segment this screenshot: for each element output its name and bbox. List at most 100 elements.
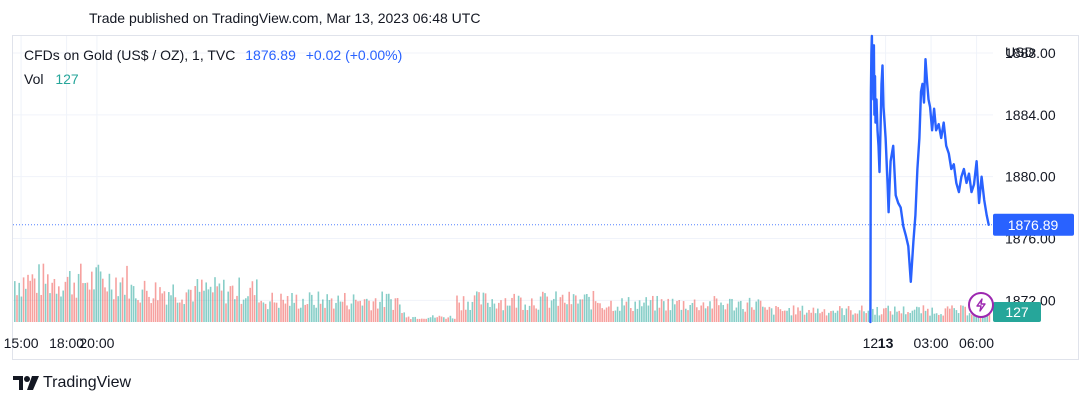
volume-bar <box>247 296 249 322</box>
volume-bar <box>544 293 546 322</box>
volume-bar <box>194 286 196 322</box>
volume-bar <box>97 264 100 322</box>
volume-bar <box>742 309 744 322</box>
volume-bar <box>275 302 278 322</box>
volume-bar <box>355 299 357 322</box>
volume-bar <box>253 295 256 322</box>
volume-bar <box>687 310 689 322</box>
volume-bar <box>192 301 194 322</box>
last-price-value: 1876.89 <box>245 47 296 63</box>
volume-bar <box>823 309 826 322</box>
volume-bar <box>300 307 302 322</box>
volume-bar <box>181 299 183 322</box>
volume-bar <box>605 307 608 322</box>
volume-bar <box>113 299 115 322</box>
volume-bar <box>858 310 861 322</box>
volume-bar <box>339 301 342 322</box>
volume-bar <box>612 310 614 322</box>
volume-bar <box>784 310 786 322</box>
volume-bar <box>907 312 909 322</box>
volume-bar <box>447 317 449 322</box>
volume-bar <box>553 298 555 322</box>
volume-bar <box>38 264 40 322</box>
volume-bar <box>955 310 958 322</box>
volume-bar <box>218 283 221 322</box>
volume-bar <box>568 291 570 322</box>
volume-bar <box>746 302 749 322</box>
volume-bar <box>788 307 790 322</box>
volume-bar <box>489 306 491 322</box>
y-tick-label: 1884.00 <box>1005 107 1056 123</box>
volume-bar <box>434 317 436 322</box>
tradingview-brand[interactable]: TradingView <box>13 374 131 392</box>
volume-bar <box>528 305 531 322</box>
volume-bar <box>44 283 47 322</box>
volume-bar <box>350 303 353 322</box>
volume-bar <box>432 315 434 322</box>
volume-bar <box>770 308 773 322</box>
flash-icon[interactable] <box>968 292 994 318</box>
volume-bar <box>49 293 51 322</box>
volume-bar <box>773 314 775 322</box>
volume-bar <box>689 305 691 322</box>
volume-bar <box>436 317 438 322</box>
volume-bar <box>931 307 933 322</box>
volume-bar <box>146 290 148 322</box>
volume-bar <box>575 295 577 322</box>
last-price-tag <box>993 213 1074 236</box>
volume-bar <box>971 314 973 322</box>
volume-bar <box>53 278 56 322</box>
volume-bar <box>344 292 346 322</box>
volume-bar <box>539 296 542 322</box>
volume-bar <box>645 297 647 322</box>
volume-bar <box>960 305 962 322</box>
volume-bar <box>440 316 443 322</box>
volume-bar <box>511 297 513 322</box>
volume-bar <box>491 299 493 322</box>
volume-bar <box>638 300 641 322</box>
volume-bar <box>779 309 782 322</box>
volume-bar <box>366 298 368 322</box>
volume-bar <box>256 279 258 322</box>
currency-label[interactable]: USD <box>1005 44 1035 60</box>
volume-bar <box>95 267 97 322</box>
volume-bar <box>755 301 757 322</box>
volume-bar <box>845 308 848 322</box>
volume-bar <box>293 302 295 322</box>
volume-bar <box>951 305 953 322</box>
volume-bar <box>586 294 588 322</box>
volume-bar <box>876 306 878 322</box>
symbol-label[interactable]: CFDs on Gold (US$ / OZ), 1, TVC <box>24 47 236 63</box>
volume-bar <box>456 295 458 322</box>
volume-bar <box>82 283 84 322</box>
volume-bar <box>207 289 210 322</box>
volume-bar <box>240 303 243 322</box>
volume-bar <box>333 308 335 322</box>
volume-bar <box>894 306 896 322</box>
volume-bar <box>583 294 586 322</box>
volume-bar <box>102 278 104 322</box>
volume-bar <box>731 298 733 322</box>
volume-bar <box>753 309 755 322</box>
chart-frame[interactable] <box>12 35 1079 360</box>
x-tick-label: 13 <box>878 335 894 351</box>
volume-bar <box>647 305 650 322</box>
volume-bar <box>889 311 892 322</box>
volume-bar <box>564 302 566 322</box>
volume-bar <box>150 303 152 322</box>
volume-bar <box>225 303 227 322</box>
volume-bar <box>854 313 856 322</box>
volume-bar <box>62 290 64 322</box>
volume-bar <box>946 306 949 322</box>
volume-bar <box>790 315 793 322</box>
volume-label[interactable]: Vol <box>24 71 44 87</box>
x-tick-label: 20:00 <box>79 335 114 351</box>
volume-bar <box>762 306 764 322</box>
volume-bar <box>649 300 652 322</box>
volume-bar <box>179 302 181 322</box>
volume-bar <box>878 315 881 322</box>
volume-bar <box>707 306 709 322</box>
volume-bar <box>920 313 922 322</box>
volume-bar <box>916 306 918 322</box>
